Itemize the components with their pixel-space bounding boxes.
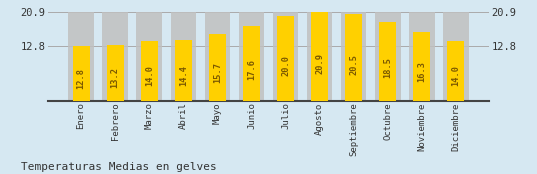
Text: 14.4: 14.4 bbox=[179, 65, 188, 86]
Text: 18.5: 18.5 bbox=[383, 57, 392, 78]
Bar bbox=[277, 16, 294, 101]
Bar bbox=[72, 46, 90, 101]
Text: 14.0: 14.0 bbox=[452, 65, 460, 86]
Text: 14.0: 14.0 bbox=[145, 65, 154, 86]
Bar bbox=[107, 45, 124, 101]
Bar bbox=[103, 12, 128, 101]
Bar bbox=[345, 14, 362, 101]
Bar bbox=[273, 12, 299, 101]
Bar bbox=[68, 12, 94, 101]
Text: 15.7: 15.7 bbox=[213, 62, 222, 83]
Bar bbox=[375, 12, 401, 101]
Bar bbox=[136, 12, 162, 101]
Text: 20.9: 20.9 bbox=[315, 53, 324, 74]
Bar bbox=[175, 40, 192, 101]
Bar bbox=[141, 41, 158, 101]
Text: 13.2: 13.2 bbox=[111, 67, 120, 88]
Bar bbox=[238, 12, 264, 101]
Text: 17.6: 17.6 bbox=[247, 59, 256, 80]
Bar bbox=[409, 12, 434, 101]
Bar bbox=[443, 12, 469, 101]
Bar bbox=[205, 12, 230, 101]
Text: 20.5: 20.5 bbox=[349, 54, 358, 75]
Bar bbox=[243, 26, 260, 101]
Text: Temperaturas Medias en gelves: Temperaturas Medias en gelves bbox=[21, 162, 217, 172]
Text: 16.3: 16.3 bbox=[417, 61, 426, 82]
Bar bbox=[311, 12, 328, 101]
Text: 12.8: 12.8 bbox=[77, 68, 85, 89]
Bar bbox=[341, 12, 366, 101]
Text: 20.0: 20.0 bbox=[281, 55, 290, 76]
Bar bbox=[307, 12, 332, 101]
Bar bbox=[209, 34, 226, 101]
Bar bbox=[413, 32, 430, 101]
Bar bbox=[171, 12, 196, 101]
Bar bbox=[447, 41, 465, 101]
Bar bbox=[379, 22, 396, 101]
